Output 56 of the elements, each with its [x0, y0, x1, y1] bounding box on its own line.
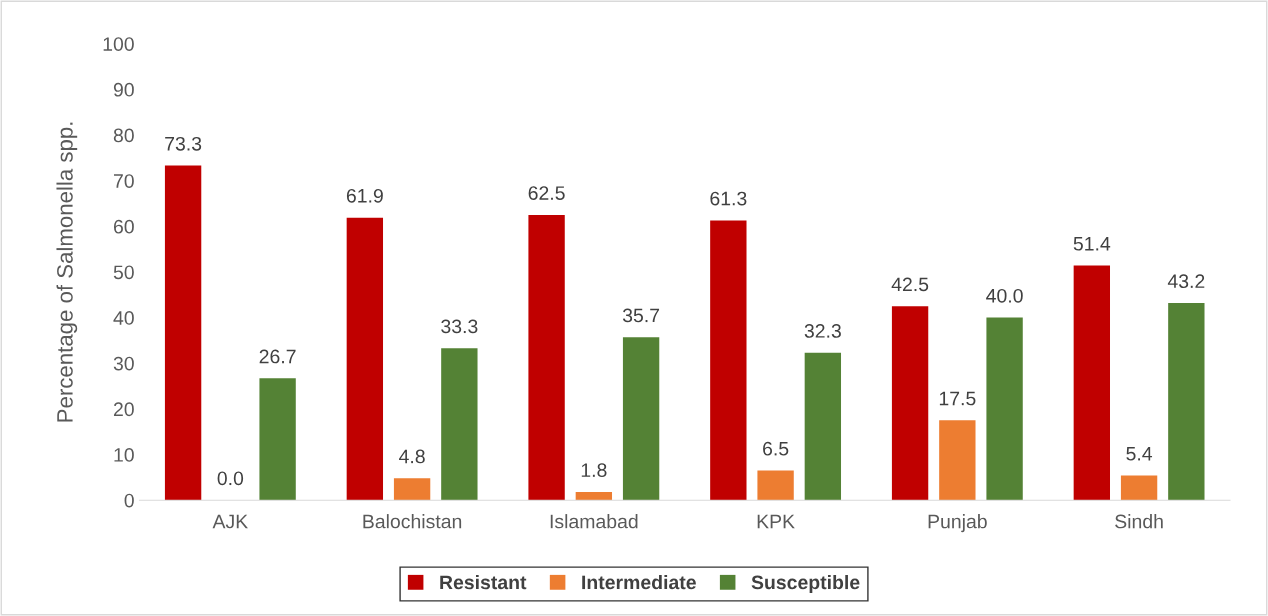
data-label: 61.9 [346, 188, 383, 203]
data-label: 17.5 [939, 391, 976, 406]
y-tick-label: 50 [113, 265, 134, 280]
bar [804, 352, 842, 501]
x-tick-label: Balochistan [363, 514, 462, 529]
data-label: 6.5 [763, 441, 789, 456]
x-tick-label: Punjab [928, 514, 987, 533]
y-tick-label: 0 [124, 493, 134, 508]
data-label: 42.5 [891, 277, 929, 292]
y-tick-label: 90 [113, 82, 134, 97]
bar [939, 420, 976, 501]
y-tick-label: 20 [113, 402, 134, 417]
bar [1120, 475, 1158, 501]
y-tick-label: 10 [114, 448, 134, 462]
data-label: 51.4 [1073, 237, 1111, 251]
data-label: 0.0 [217, 471, 244, 486]
bar [575, 491, 613, 501]
bar [441, 348, 478, 501]
data-label: 4.8 [399, 449, 425, 464]
data-label: 1.8 [581, 463, 607, 478]
data-label: 35.7 [622, 308, 660, 323]
data-label: 61.3 [710, 191, 747, 206]
bar [1073, 265, 1111, 501]
y-tick-label: 70 [113, 174, 134, 188]
legend-label: Intermediate [582, 574, 696, 590]
bar [622, 337, 660, 501]
data-label: 26.7 [259, 349, 296, 364]
x-tick-label: Sindh [1115, 514, 1163, 529]
bar [528, 214, 565, 501]
bar [1168, 303, 1205, 501]
data-label: 62.5 [528, 186, 565, 200]
y-tick-label: 80 [113, 128, 134, 143]
y-tick-label: 40 [113, 311, 134, 325]
bar [986, 317, 1023, 501]
data-label: 33.3 [441, 319, 478, 334]
bar [891, 306, 929, 501]
legend-label: Resistant [440, 574, 527, 590]
data-label: 32.3 [804, 324, 841, 338]
bar [757, 470, 794, 501]
x-tick-label: AJK [212, 514, 248, 529]
bar [164, 165, 202, 501]
data-label: 73.3 [165, 136, 202, 151]
y-tick-label: 60 [113, 219, 134, 234]
y-tick-label: 30 [113, 356, 134, 371]
data-label: 40.0 [986, 288, 1023, 303]
x-tick-label: KPK [757, 514, 795, 529]
x-tick-label: Islamabad [550, 514, 638, 529]
y-axis-title: Percentage of Salmonella spp. [56, 122, 78, 422]
bar [259, 378, 296, 501]
legend-label: Susceptible [751, 574, 860, 594]
y-tick-label: 100 [103, 37, 134, 51]
bar [346, 217, 384, 501]
bar [393, 478, 431, 501]
data-label: 5.4 [1126, 447, 1153, 461]
data-label: 43.2 [1167, 274, 1205, 289]
bar [710, 220, 747, 501]
